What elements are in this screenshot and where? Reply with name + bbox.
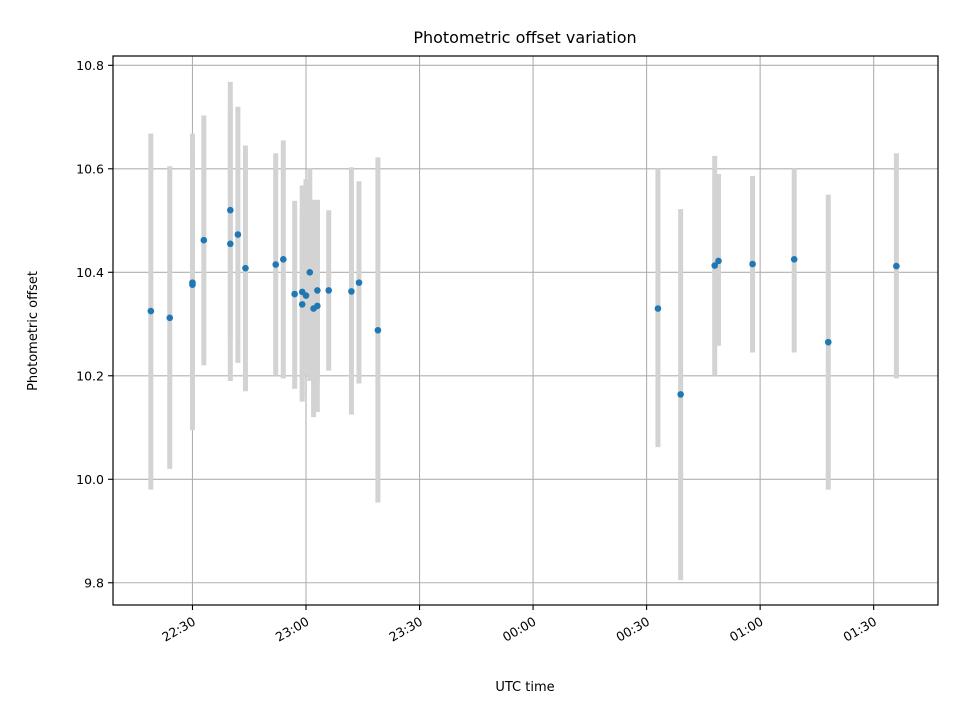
data-point xyxy=(677,391,684,398)
data-point xyxy=(189,281,196,289)
y-axis-ticks: 9.8 10.0 10.2 10.4 10.6 10.8 xyxy=(76,58,113,590)
data-point xyxy=(166,314,174,322)
data-points xyxy=(147,206,900,398)
chart-title: Photometric offset variation xyxy=(413,28,636,47)
x-axis-label: UTC time xyxy=(495,680,554,695)
data-point xyxy=(234,231,242,238)
y-tick-label: 10.6 xyxy=(76,161,104,176)
data-point xyxy=(348,288,355,295)
data-point xyxy=(302,292,310,299)
data-point xyxy=(298,301,306,308)
y-tick-label: 10.0 xyxy=(76,472,104,487)
data-point xyxy=(355,279,363,286)
data-point xyxy=(314,287,321,294)
y-tick-label: 10.2 xyxy=(76,368,104,383)
data-point xyxy=(227,206,234,214)
data-point xyxy=(147,307,155,315)
data-point xyxy=(306,268,314,276)
y-tick-label: 9.8 xyxy=(84,575,104,590)
data-point xyxy=(242,264,249,272)
data-point xyxy=(325,287,333,294)
data-point xyxy=(749,260,756,268)
y-axis-label: Photometric offset xyxy=(26,271,41,391)
plot-area-frame xyxy=(112,55,939,606)
data-point xyxy=(227,240,234,248)
data-point xyxy=(374,326,382,334)
data-point xyxy=(200,236,208,244)
grid xyxy=(113,56,938,605)
data-point xyxy=(824,338,832,346)
y-tick-label: 10.8 xyxy=(76,58,104,73)
data-point xyxy=(654,305,662,312)
y-tick-label: 10.4 xyxy=(76,265,104,280)
data-point xyxy=(790,256,798,263)
data-point xyxy=(291,290,298,298)
data-point xyxy=(893,262,900,270)
data-point xyxy=(715,257,722,265)
data-point xyxy=(272,261,280,268)
data-point xyxy=(314,302,321,310)
data-point xyxy=(279,256,287,263)
data-point xyxy=(711,262,719,269)
